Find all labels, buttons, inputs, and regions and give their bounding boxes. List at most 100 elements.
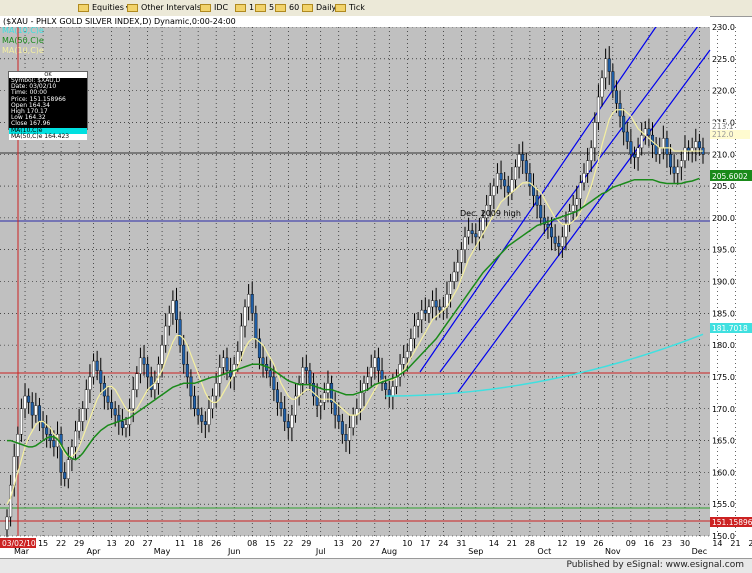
candle-body [625, 131, 629, 142]
price-tick-label: 225.0 [712, 55, 735, 64]
candle-body [304, 367, 308, 371]
time-tick-label: 29 [301, 539, 311, 548]
price-tick-label: 180.0 [712, 341, 735, 350]
candle-body [196, 408, 200, 416]
data-window-header: OK [9, 72, 87, 78]
candle-body [459, 249, 463, 263]
candle-body [600, 77, 604, 98]
other-intervals-menu[interactable]: Other Intervals▼ [127, 0, 208, 16]
candle-body [661, 138, 665, 149]
candle-body [658, 147, 662, 155]
candle-body [293, 395, 297, 416]
candle-body [63, 472, 67, 479]
data-window-date: Date: 03/02/10 [11, 83, 57, 91]
candle-body [330, 383, 334, 403]
candle-body [193, 395, 197, 409]
candle-body [272, 376, 276, 390]
candle-body [37, 405, 41, 422]
price-label-212-text: 212.0 [712, 130, 734, 139]
candle-body [247, 294, 251, 308]
candle-body [452, 271, 456, 282]
candle-body [571, 204, 575, 212]
data-window[interactable]: OK Symbol: $XAU,D Date: 03/02/10 Time: 0… [8, 71, 88, 141]
data-window-symbol: Symbol: $XAU,D [11, 77, 61, 84]
candle-body [578, 182, 582, 199]
interval-5-button[interactable]: 5 [255, 0, 274, 16]
time-tick-label: 11 [175, 539, 185, 548]
plot-area [0, 27, 710, 544]
candle-body [456, 262, 460, 273]
candle-body [539, 204, 543, 219]
data-window-price: Price: 151.158966 [11, 95, 66, 103]
daily-button[interactable]: Daily [302, 0, 336, 16]
folder-icon [335, 3, 346, 12]
candle-body [77, 421, 81, 432]
candle-body [636, 147, 640, 158]
channel-middle-line[interactable] [439, 9, 711, 373]
price-axis-panel [710, 16, 752, 544]
candle-body [106, 395, 110, 403]
candle-body [110, 402, 114, 409]
data-window-open: Open 164.34 [11, 101, 50, 109]
time-tick-label: 15 [38, 539, 48, 548]
candle-body [373, 357, 377, 368]
time-tick-label: 21 [507, 539, 517, 548]
candle-body [189, 376, 193, 397]
time-tick-label: 24 [438, 539, 448, 548]
price-tick-label: 205.0 [712, 182, 735, 191]
candle-body [362, 383, 366, 394]
candle-body [409, 338, 413, 352]
candle-body [261, 357, 265, 365]
price-tick-label: 170.0 [712, 405, 735, 414]
candle-body [582, 173, 586, 184]
candle-body [229, 370, 233, 378]
candles-group [5, 46, 705, 538]
candle-body [499, 173, 503, 180]
candle-body [45, 427, 49, 435]
candle-body [679, 160, 683, 168]
candle-body [485, 204, 489, 219]
candle-body [629, 141, 633, 155]
candle-body [279, 402, 283, 409]
candle-body [250, 294, 254, 314]
price-tick-label: 230.0 [712, 23, 735, 32]
candle-body [185, 364, 189, 378]
idc-button[interactable]: IDC [200, 0, 228, 16]
tick-button[interactable]: Tick [335, 0, 365, 16]
price-label-151-text: 151.158966 [712, 518, 752, 527]
candle-body [142, 357, 146, 365]
price-tick-label: 165.0 [712, 437, 735, 446]
candle-body [221, 357, 225, 368]
price-label-205-text: 205.6002 [712, 172, 748, 181]
time-tick-label: Oct [537, 547, 551, 556]
time-gridlines [24, 27, 736, 536]
time-tick-label: Jul [315, 547, 326, 556]
candle-body [322, 392, 326, 403]
time-tick-label: 28 [525, 539, 535, 548]
candle-body [557, 243, 561, 247]
equities-menu[interactable]: Equities▼ [78, 0, 131, 16]
price-tick-label: 155.0 [712, 500, 735, 509]
candle-body [495, 173, 499, 187]
candle-body [243, 306, 247, 327]
interval-1-button[interactable]: 1 [235, 0, 254, 16]
interval-60-button[interactable]: 60 [275, 0, 299, 16]
candle-body [632, 154, 636, 158]
candle-body [30, 402, 34, 416]
time-axis-panel [0, 536, 752, 558]
time-tick-label: Aug [381, 547, 397, 556]
candle-body [236, 351, 240, 365]
candle-body [564, 224, 568, 238]
folder-icon [78, 3, 89, 12]
candle-body [5, 516, 9, 530]
candle-body [52, 440, 56, 448]
candle-body [16, 434, 20, 457]
candle-body [669, 154, 673, 168]
candle-body [164, 325, 168, 346]
candle-body [593, 122, 597, 149]
price-tick-label: 210.0 [712, 150, 735, 159]
candle-body [647, 128, 651, 136]
channel-lower-line[interactable] [457, 49, 711, 393]
candle-body [138, 357, 142, 374]
candle-body [146, 364, 150, 378]
